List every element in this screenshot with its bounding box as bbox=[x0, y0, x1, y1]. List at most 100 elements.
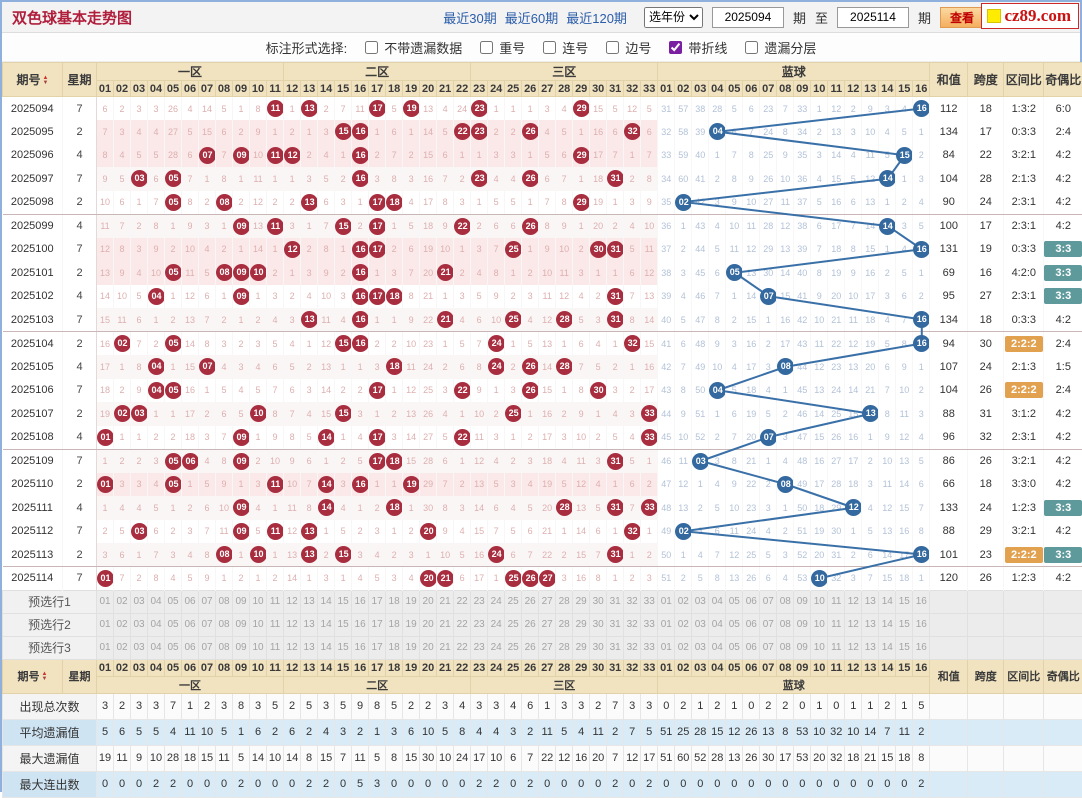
preselect-number[interactable]: 22 bbox=[454, 590, 471, 613]
period-column-header-bottom[interactable]: 期号▲▼ bbox=[3, 659, 63, 693]
recent-link-3[interactable]: 最近120期 bbox=[566, 11, 627, 26]
preselect-number[interactable]: 09 bbox=[233, 636, 250, 659]
preselect-number[interactable]: 22 bbox=[454, 613, 471, 636]
preselect-number[interactable]: 22 bbox=[454, 636, 471, 659]
preselect-number[interactable]: 09 bbox=[794, 613, 811, 636]
preselect-number[interactable]: 23 bbox=[471, 636, 488, 659]
preselect-number[interactable]: 04 bbox=[709, 590, 726, 613]
recent-link-1[interactable]: 最近30期 bbox=[443, 11, 496, 26]
preselect-number[interactable]: 14 bbox=[318, 590, 335, 613]
preselect-number[interactable]: 30 bbox=[590, 613, 607, 636]
preselect-number[interactable]: 15 bbox=[896, 636, 913, 659]
preselect-number[interactable]: 27 bbox=[539, 590, 556, 613]
preselect-number[interactable]: 03 bbox=[692, 613, 709, 636]
preselect-number[interactable]: 04 bbox=[148, 636, 165, 659]
preselect-number[interactable]: 19 bbox=[403, 590, 420, 613]
preselect-number[interactable]: 23 bbox=[471, 613, 488, 636]
filter-option-6[interactable]: 遗漏分层 bbox=[741, 38, 816, 57]
preselect-number[interactable]: 14 bbox=[879, 613, 896, 636]
search-button[interactable]: 查看 bbox=[940, 7, 984, 28]
filter-option-2[interactable]: 重号 bbox=[476, 38, 525, 57]
preselect-number[interactable]: 16 bbox=[913, 636, 930, 659]
preselect-number[interactable]: 19 bbox=[403, 613, 420, 636]
preselect-number[interactable]: 03 bbox=[692, 636, 709, 659]
preselect-number[interactable]: 13 bbox=[301, 590, 318, 613]
preselect-number[interactable]: 14 bbox=[318, 613, 335, 636]
preselect-number[interactable]: 32 bbox=[624, 590, 641, 613]
preselect-number[interactable]: 20 bbox=[420, 636, 437, 659]
preselect-number[interactable]: 01 bbox=[97, 613, 114, 636]
preselect-number[interactable]: 04 bbox=[709, 636, 726, 659]
preselect-number[interactable]: 13 bbox=[862, 636, 879, 659]
preselect-number[interactable]: 23 bbox=[471, 590, 488, 613]
filter-option-4[interactable]: 边号 bbox=[602, 38, 651, 57]
preselect-number[interactable]: 26 bbox=[522, 636, 539, 659]
preselect-number[interactable]: 12 bbox=[845, 613, 862, 636]
preselect-number[interactable]: 10 bbox=[811, 636, 828, 659]
preselect-number[interactable]: 17 bbox=[369, 613, 386, 636]
recent-link-2[interactable]: 最近60期 bbox=[505, 11, 558, 26]
preselect-number[interactable]: 11 bbox=[828, 613, 845, 636]
preselect-number[interactable]: 32 bbox=[624, 613, 641, 636]
preselect-number[interactable]: 18 bbox=[386, 590, 403, 613]
preselect-number[interactable]: 21 bbox=[437, 636, 454, 659]
preselect-number[interactable]: 02 bbox=[114, 613, 131, 636]
preselect-number[interactable]: 12 bbox=[845, 636, 862, 659]
preselect-number[interactable]: 02 bbox=[675, 613, 692, 636]
preselect-number[interactable]: 02 bbox=[114, 636, 131, 659]
preselect-number[interactable]: 26 bbox=[522, 613, 539, 636]
year-select[interactable]: 选年份 bbox=[644, 7, 703, 28]
preselect-number[interactable]: 13 bbox=[301, 613, 318, 636]
preselect-number[interactable]: 06 bbox=[182, 613, 199, 636]
preselect-number[interactable]: 31 bbox=[607, 613, 624, 636]
preselect-number[interactable]: 13 bbox=[862, 590, 879, 613]
filter-checkbox-5[interactable] bbox=[669, 41, 682, 54]
preselect-number[interactable]: 28 bbox=[556, 636, 573, 659]
preselect-number[interactable]: 20 bbox=[420, 613, 437, 636]
filter-checkbox-4[interactable] bbox=[606, 41, 619, 54]
preselect-number[interactable]: 08 bbox=[216, 613, 233, 636]
preselect-number[interactable]: 07 bbox=[760, 636, 777, 659]
preselect-number[interactable]: 07 bbox=[199, 613, 216, 636]
to-period-input[interactable] bbox=[837, 7, 909, 28]
preselect-number[interactable]: 08 bbox=[777, 613, 794, 636]
preselect-number[interactable]: 13 bbox=[862, 613, 879, 636]
preselect-number[interactable]: 16 bbox=[352, 613, 369, 636]
preselect-number[interactable]: 15 bbox=[335, 590, 352, 613]
filter-option-5[interactable]: 带折线 bbox=[665, 38, 727, 57]
preselect-number[interactable]: 27 bbox=[539, 636, 556, 659]
preselect-number[interactable]: 07 bbox=[199, 590, 216, 613]
filter-option-1[interactable]: 不带遗漏数据 bbox=[361, 38, 462, 57]
preselect-number[interactable]: 18 bbox=[386, 636, 403, 659]
period-column-header[interactable]: 期号▲▼ bbox=[3, 63, 63, 97]
preselect-number[interactable]: 07 bbox=[199, 636, 216, 659]
preselect-number[interactable]: 01 bbox=[658, 613, 675, 636]
preselect-number[interactable]: 03 bbox=[131, 590, 148, 613]
preselect-number[interactable]: 09 bbox=[794, 590, 811, 613]
filter-checkbox-3[interactable] bbox=[543, 41, 556, 54]
preselect-number[interactable]: 06 bbox=[182, 590, 199, 613]
preselect-number[interactable]: 21 bbox=[437, 613, 454, 636]
preselect-number[interactable]: 05 bbox=[165, 590, 182, 613]
preselect-number[interactable]: 33 bbox=[641, 636, 658, 659]
preselect-number[interactable]: 16 bbox=[352, 636, 369, 659]
preselect-number[interactable]: 21 bbox=[437, 590, 454, 613]
preselect-number[interactable]: 16 bbox=[352, 590, 369, 613]
preselect-number[interactable]: 30 bbox=[590, 590, 607, 613]
preselect-number[interactable]: 05 bbox=[726, 636, 743, 659]
preselect-number[interactable]: 06 bbox=[743, 636, 760, 659]
preselect-number[interactable]: 09 bbox=[233, 613, 250, 636]
preselect-number[interactable]: 12 bbox=[284, 636, 301, 659]
preselect-number[interactable]: 16 bbox=[913, 613, 930, 636]
filter-checkbox-1[interactable] bbox=[365, 41, 378, 54]
preselect-number[interactable]: 10 bbox=[811, 590, 828, 613]
sort-icon[interactable]: ▲▼ bbox=[43, 76, 49, 86]
preselect-number[interactable]: 03 bbox=[131, 636, 148, 659]
preselect-number[interactable]: 15 bbox=[896, 590, 913, 613]
preselect-number[interactable]: 01 bbox=[658, 590, 675, 613]
preselect-number[interactable]: 06 bbox=[743, 590, 760, 613]
preselect-number[interactable]: 17 bbox=[369, 636, 386, 659]
